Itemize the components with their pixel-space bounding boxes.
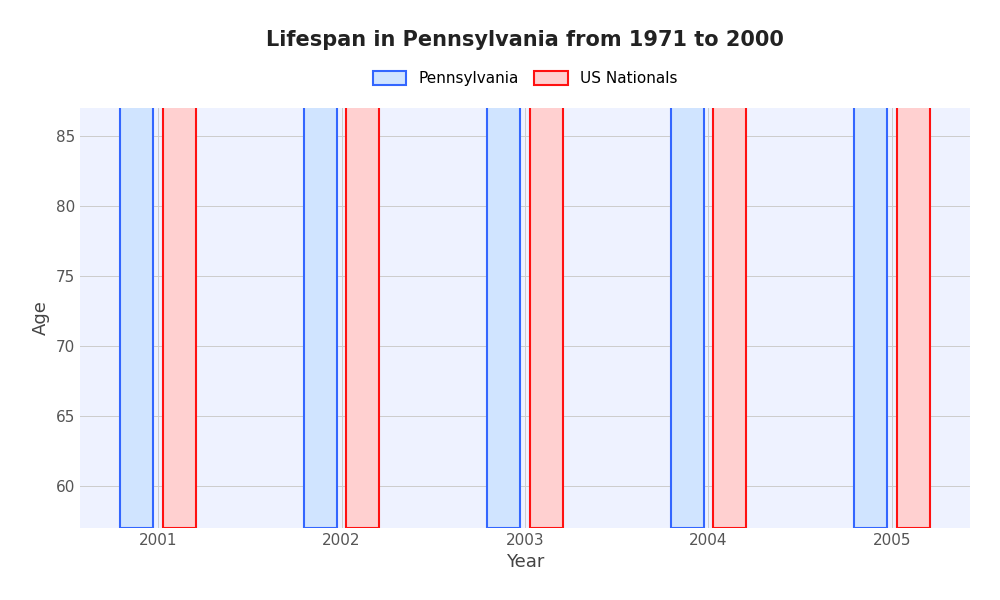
Bar: [530, 0, 563, 528]
Legend: Pennsylvania, US Nationals: Pennsylvania, US Nationals: [366, 65, 684, 92]
Bar: [163, 0, 196, 528]
Bar: [671, 0, 704, 528]
Bar: [897, 0, 930, 528]
Bar: [304, 0, 337, 528]
Bar: [346, 0, 379, 528]
Bar: [854, 0, 887, 528]
Bar: [120, 0, 153, 528]
Bar: [487, 0, 520, 528]
Y-axis label: Age: Age: [32, 301, 50, 335]
X-axis label: Year: Year: [506, 553, 544, 571]
Bar: [713, 0, 746, 528]
Title: Lifespan in Pennsylvania from 1971 to 2000: Lifespan in Pennsylvania from 1971 to 20…: [266, 29, 784, 49]
